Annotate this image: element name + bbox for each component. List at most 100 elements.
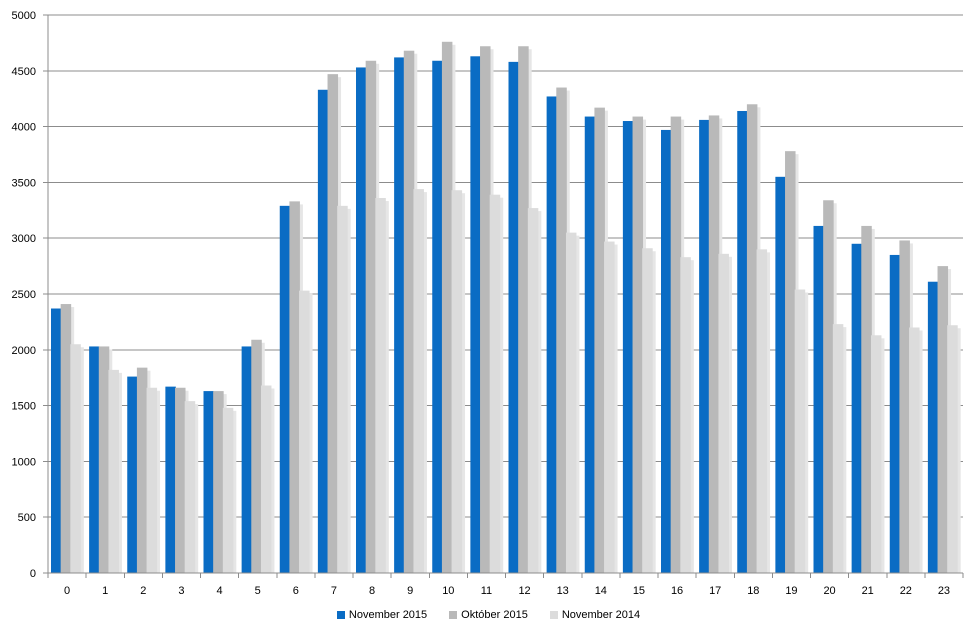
legend-item-series-1: Október 2015 <box>449 609 528 621</box>
bar-2 <box>756 249 768 574</box>
bar-2 <box>184 401 196 573</box>
bar-1 <box>98 346 110 573</box>
bar-2 <box>604 241 615 573</box>
bar-0 <box>927 281 939 573</box>
y-tick-label: 3500 <box>12 177 36 189</box>
x-tick-label: 17 <box>709 585 721 597</box>
y-tick-label: 0 <box>30 568 36 580</box>
y-tick-label: 4500 <box>12 66 36 78</box>
bar-0 <box>699 119 710 574</box>
bar-1 <box>518 46 529 574</box>
bar-2 <box>299 290 310 573</box>
bar-1 <box>594 107 605 574</box>
x-tick-label: 19 <box>785 585 797 597</box>
x-tick-label: 23 <box>938 585 950 597</box>
x-tick-label: 18 <box>747 585 759 597</box>
x-tick-label: 7 <box>331 585 337 597</box>
x-tick-label: 22 <box>900 585 912 597</box>
bar-0 <box>394 57 405 573</box>
y-tick-labels: 0 500 1000 1500 2000 2500 3000 3500 4000 4500 5000 <box>12 10 36 580</box>
x-tick-label: 16 <box>671 585 683 597</box>
bar-2 <box>146 387 158 573</box>
x-tick-label: 6 <box>293 585 299 597</box>
x-tick-label: 1 <box>102 585 108 597</box>
bar-1 <box>632 116 644 573</box>
bar-0 <box>584 116 596 573</box>
legend-item-series-0: November 2015 <box>336 609 428 621</box>
y-tick-label: 1500 <box>12 401 36 413</box>
bar-0 <box>508 61 519 573</box>
bar-1 <box>746 104 758 573</box>
bar-0 <box>622 121 634 574</box>
bar-2 <box>947 325 958 573</box>
bar-2 <box>565 232 577 573</box>
bar-1 <box>136 367 148 573</box>
bar-0 <box>889 254 901 573</box>
bar-0 <box>661 129 672 573</box>
bar-0 <box>317 89 329 573</box>
y-tick-label: 3000 <box>12 233 36 245</box>
bar-1 <box>251 339 262 573</box>
legend: November 2015 Október 2015 November 2014 <box>0 609 977 621</box>
bar-2 <box>222 407 234 573</box>
x-tick-label: 0 <box>64 585 70 597</box>
bar-0 <box>51 308 62 573</box>
bar-0 <box>813 225 824 573</box>
legend-item-series-2: November 2014 <box>549 609 641 621</box>
legend-swatch-0 <box>336 611 345 619</box>
legend-swatch-1 <box>449 611 458 619</box>
bar-2 <box>642 248 653 573</box>
x-tick-label: 5 <box>255 585 261 597</box>
bar-1 <box>556 87 567 573</box>
y-tick-label: 2500 <box>12 289 36 301</box>
x-tick-label: 9 <box>407 585 413 597</box>
bar-1 <box>403 50 415 574</box>
bar-2 <box>70 344 81 573</box>
bar-1 <box>213 391 224 573</box>
bar-2 <box>260 385 272 573</box>
bar-0 <box>241 346 253 573</box>
gridlines <box>48 14 963 574</box>
bar-1 <box>480 46 491 574</box>
bar-2 <box>451 190 463 573</box>
bar-0 <box>432 60 443 574</box>
bar-chart: 0 500 1000 1500 2000 2500 3000 3500 4000 4500 5000… <box>12 10 964 597</box>
bar-0 <box>470 56 481 574</box>
x-tick-label: 13 <box>557 585 569 597</box>
y-tick-label: 2000 <box>12 345 36 357</box>
bar-1 <box>327 74 339 573</box>
legend-swatch-2 <box>549 611 558 619</box>
bar-1 <box>175 387 186 573</box>
x-tick-label: 8 <box>369 585 375 597</box>
bar-1 <box>708 115 720 573</box>
legend-label-0: November 2015 <box>348 609 428 621</box>
bar-0 <box>851 243 863 573</box>
x-tick-label: 14 <box>595 585 607 597</box>
legend-label-1: Október 2015 <box>461 609 528 621</box>
x-tick-label: 21 <box>862 585 874 597</box>
x-tick-label: 3 <box>178 585 184 597</box>
bar-1 <box>937 266 949 573</box>
axes <box>43 14 964 578</box>
bar-0 <box>203 391 214 573</box>
legend-label-2: November 2014 <box>561 609 641 621</box>
y-tick-label: 1000 <box>12 456 36 468</box>
x-tick-label: 15 <box>633 585 645 597</box>
bars <box>51 41 961 574</box>
bar-2 <box>680 257 691 573</box>
bar-2 <box>489 194 501 573</box>
x-tick-label: 11 <box>481 585 492 597</box>
bar-0 <box>775 176 786 573</box>
x-tick-label: 4 <box>217 585 223 597</box>
y-tick-label: 4000 <box>12 122 36 134</box>
bar-1 <box>785 151 796 574</box>
bar-1 <box>823 200 834 574</box>
bar-2 <box>527 208 539 573</box>
x-tick-labels: 0 1 2 3 4 5 6 7 8 9 10 11 12 13 14 15 16 17 18 19 20 21 22 23 <box>64 585 950 597</box>
bar-2 <box>794 289 806 573</box>
bar-2 <box>909 327 920 573</box>
y-tick-label: 500 <box>18 512 36 524</box>
bar-0 <box>546 96 558 573</box>
bar-1 <box>365 60 377 574</box>
bar-1 <box>60 304 72 573</box>
